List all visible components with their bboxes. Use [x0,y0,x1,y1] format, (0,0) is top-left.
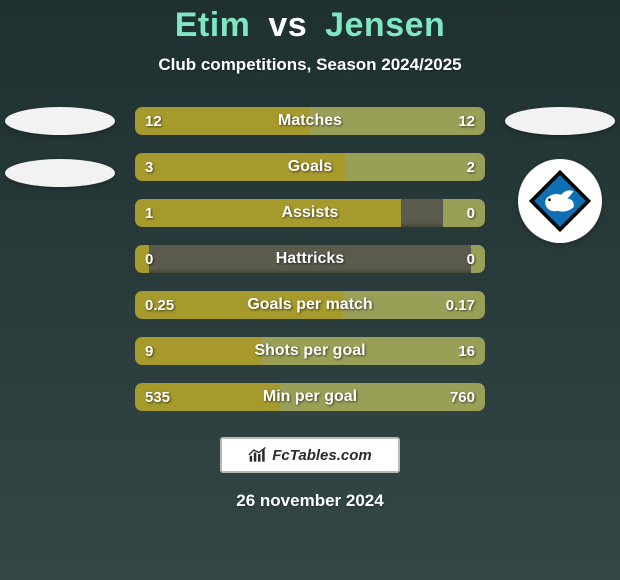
stat-label: Hattricks [135,245,485,273]
stat-bar-left [135,199,401,227]
stat-bar-right [310,107,485,135]
stat-bar-right [443,199,485,227]
stat-bar-left [135,107,310,135]
page-title: Etim vs Jensen [0,0,620,45]
stat-bar-right [261,337,485,365]
player1-photo-placeholder [5,107,115,135]
stat-bar-left [135,383,280,411]
stat-bar-right [345,153,485,181]
chart-icon [248,446,268,464]
comparison-infographic: Etim vs Jensen Club competitions, Season… [0,0,620,580]
stat-row: 10Assists [135,199,485,227]
footer-date: 26 november 2024 [0,491,620,511]
player2-photo-placeholder [505,107,615,135]
stat-bar-right [471,245,485,273]
stat-bars: 1212Matches 32Goals 10Assists 00Hattricks 0.… [135,107,485,411]
stat-bar-left [135,153,345,181]
stat-row: 32Goals [135,153,485,181]
stat-row: 00Hattricks [135,245,485,273]
vs-label: vs [268,6,307,44]
player2-name: Jensen [325,6,445,44]
source-badge: FcTables.com [220,437,400,473]
player1-club-placeholder [5,159,115,187]
stat-bar-left [135,291,343,319]
comparison-stage: 1212Matches 32Goals 10Assists 00Hattricks 0.… [0,107,620,411]
stat-bar-right [280,383,485,411]
stat-row: 916Shots per goal [135,337,485,365]
stat-row: 0.250.17Goals per match [135,291,485,319]
player1-name: Etim [175,6,251,44]
club-crest-icon [529,170,591,232]
left-avatar-column [0,107,120,187]
stat-row: 535760Min per goal [135,383,485,411]
player2-club-badge [518,159,602,243]
source-brand-text: FcTables.com [272,447,371,464]
right-avatar-column [500,107,620,243]
stat-row: 1212Matches [135,107,485,135]
stat-bar-left [135,245,149,273]
stat-bar-left [135,337,261,365]
subtitle: Club competitions, Season 2024/2025 [0,55,620,75]
stat-bar-right [343,291,485,319]
